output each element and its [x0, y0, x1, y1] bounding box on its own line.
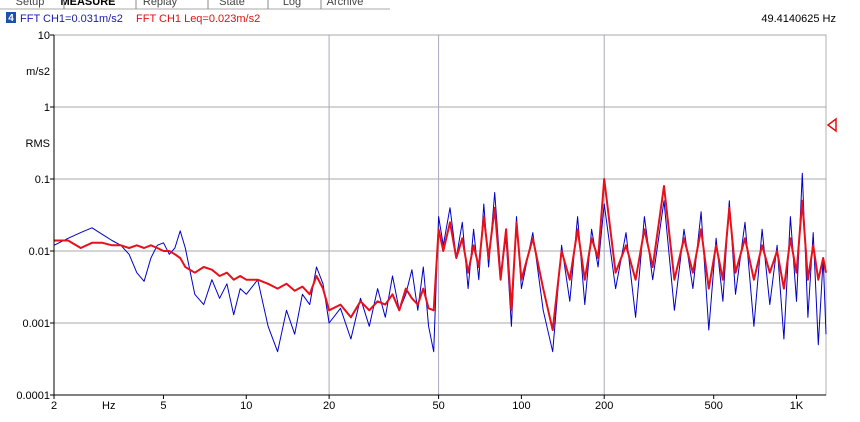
y-tick-label: 0.001 [22, 318, 50, 330]
x-tick-label: 200 [595, 400, 613, 412]
readout-ch1: FFT CH1=0.031m/s2 [20, 13, 123, 25]
tab-label: State [219, 0, 245, 8]
y-unit-label: RMS [26, 138, 50, 150]
x-tick-label: 10 [240, 400, 252, 412]
tab-label: Setup [16, 0, 45, 8]
plot-area [53, 34, 827, 396]
x-tick-label: 2 [51, 400, 57, 412]
x-tick-label: 500 [705, 400, 723, 412]
channel-badge [6, 12, 16, 23]
tab-label: Replay [143, 0, 178, 8]
y-tick-label: 0.01 [29, 246, 50, 258]
x-tick-label: 50 [432, 400, 444, 412]
y-tick-label: 10 [38, 30, 50, 42]
x-tick-label: 20 [323, 400, 335, 412]
spectrum-line [54, 178, 827, 331]
y-tick-label: 0.0001 [16, 390, 50, 402]
y-tick-label: 1 [44, 102, 50, 114]
tab-label: Archive [327, 0, 364, 8]
y-tick-label: 0.1 [35, 174, 50, 186]
cursor-marker [826, 117, 837, 133]
x-unit-label: Hz [102, 400, 115, 412]
readout-leq: FFT CH1 Leq=0.023m/s2 [136, 13, 260, 25]
tab-label: Log [283, 0, 301, 8]
cursor-readout: 49.4140625 Hz [761, 13, 836, 25]
x-tick-label: 5 [160, 400, 166, 412]
tab-label: MEASURE [60, 0, 115, 8]
channel-badge-label: 4 [8, 13, 14, 24]
tab-bar: Setup MEASURE Replay State Log Archive [16, 0, 364, 9]
x-tick-label: 100 [512, 400, 530, 412]
x-tick-label: 1K [790, 400, 804, 412]
y-unit-label: m/s2 [26, 66, 50, 78]
